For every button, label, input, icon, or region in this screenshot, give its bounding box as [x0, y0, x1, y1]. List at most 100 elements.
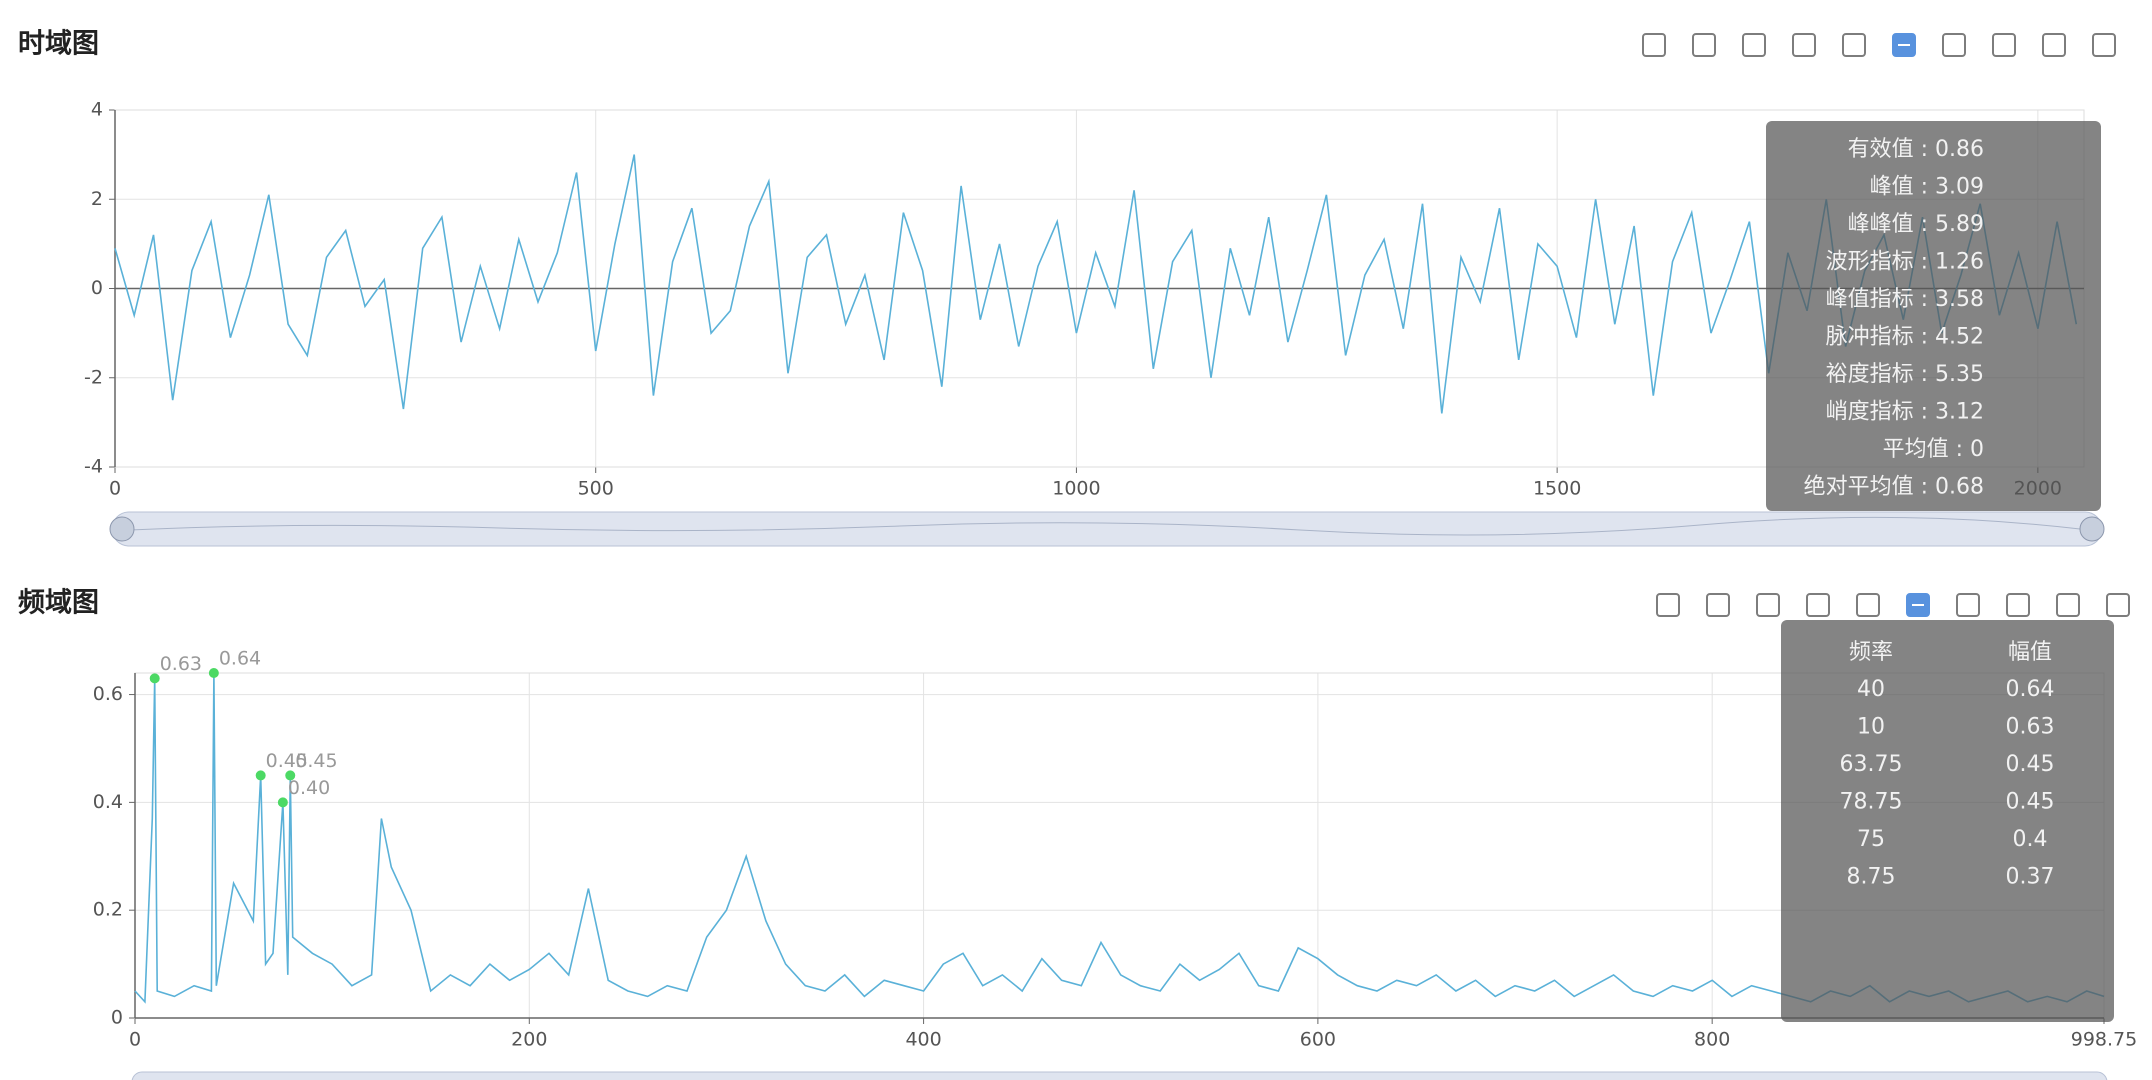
peak-label: 0.40	[288, 777, 330, 799]
toolbar-icon[interactable]	[1906, 593, 1930, 617]
peak-tooltip	[1781, 620, 2114, 1022]
table-cell: 10	[1857, 715, 1885, 740]
y-tick-label: 4	[91, 99, 103, 121]
peak-marker	[255, 770, 266, 781]
icon-shape	[1756, 593, 1780, 617]
toolbar-icon[interactable]	[1756, 593, 1780, 617]
toolbar-icon[interactable]	[2006, 593, 2030, 617]
icon-shape	[1806, 593, 1830, 617]
icon-shape	[2056, 593, 2080, 617]
toolbar-icon[interactable]	[2056, 593, 2080, 617]
toolbar-icon[interactable]	[1842, 33, 1866, 57]
icon-shape	[2092, 33, 2116, 57]
stat-row: 峭度指标 : 3.12	[1826, 400, 1984, 425]
y-tick-label: 2	[91, 188, 103, 210]
toolbar-icon[interactable]	[1742, 33, 1766, 57]
y-tick-label: 0.6	[93, 683, 123, 705]
data-zoom-slider[interactable]	[109, 511, 2105, 547]
x-tick-label: 600	[1300, 1029, 1336, 1051]
slider-handle[interactable]	[2079, 516, 2105, 542]
peak-marker	[285, 770, 296, 781]
series-line	[114, 154, 2078, 414]
peak-marker	[149, 673, 160, 684]
y-tick-label: 0	[111, 1007, 123, 1029]
toolbar-icon[interactable]	[1942, 33, 1966, 57]
stat-row: 绝对平均值 : 0.68	[1804, 475, 1984, 500]
slider-track[interactable]	[111, 511, 2103, 547]
slider-preview	[129, 516, 2081, 536]
toolbar-icon[interactable]	[1856, 593, 1880, 617]
table-cell: 0.4	[2013, 827, 2048, 852]
toolbar-icon[interactable]	[2092, 33, 2116, 57]
table-cell: 0.37	[2006, 865, 2055, 890]
icon-shape	[1742, 33, 1766, 57]
table-cell: 63.75	[1840, 752, 1903, 777]
x-tick-label: 998.75	[2071, 1029, 2137, 1051]
y-tick-label: 0	[91, 277, 103, 299]
stat-row: 脉冲指标 : 4.52	[1826, 325, 1984, 350]
icon-shape	[1692, 33, 1716, 57]
icon-shape	[1956, 593, 1980, 617]
stat-row: 裕度指标 : 5.35	[1826, 362, 1984, 387]
icon-shape	[1706, 593, 1730, 617]
stat-row: 峰峰值 : 5.89	[1848, 212, 1984, 237]
x-tick-label: 0	[129, 1029, 141, 1051]
icon-shape	[2042, 33, 2066, 57]
peak-marker	[208, 668, 219, 678]
toolbar-icon[interactable]	[1992, 33, 2016, 57]
stat-row: 峰值指标 : 3.58	[1826, 287, 1984, 312]
icon-shape	[1792, 33, 1816, 57]
icon-shape	[1642, 33, 1666, 57]
peak-label: 0.64	[219, 648, 261, 670]
icon-shape	[2006, 593, 2030, 617]
slider-handle[interactable]	[109, 516, 135, 542]
peak-label: 0.45	[295, 750, 337, 772]
table-header: 幅值	[2008, 640, 2052, 665]
y-tick-label: -4	[84, 456, 103, 478]
stats-tooltip	[1766, 121, 2101, 511]
icon-shape	[1656, 593, 1680, 617]
stat-row: 有效值 : 0.86	[1848, 137, 1984, 162]
peak-label: 0.45	[266, 750, 308, 772]
chart-title: 时域图	[18, 29, 99, 60]
table-cell: 8.75	[1847, 865, 1896, 890]
toolbar-icon[interactable]	[1892, 33, 1916, 57]
stat-row: 峰值 : 3.09	[1870, 175, 1984, 200]
x-tick-label: 800	[1694, 1029, 1730, 1051]
x-tick-label: 200	[511, 1029, 547, 1051]
table-cell: 0.45	[2006, 790, 2055, 815]
toolbar-icon[interactable]	[1692, 33, 1716, 57]
peak-marker	[277, 797, 288, 808]
toolbar-icon[interactable]	[1656, 593, 1680, 617]
y-tick-label: -2	[84, 366, 103, 388]
data-zoom-slider[interactable]	[131, 1071, 2108, 1080]
x-tick-label: 1500	[1533, 478, 1581, 500]
x-tick-label: 1000	[1052, 478, 1100, 500]
toolbar-icon[interactable]	[2042, 33, 2066, 57]
x-tick-label: 400	[905, 1029, 941, 1051]
toolbar-icon[interactable]	[1956, 593, 1980, 617]
stat-row: 波形指标 : 1.26	[1826, 250, 1984, 275]
toolbar-icon[interactable]	[1642, 33, 1666, 57]
icon-shape	[1992, 33, 2016, 57]
icon-shape	[1856, 593, 1880, 617]
table-header: 频率	[1849, 640, 1893, 665]
table-cell: 40	[1857, 677, 1885, 702]
y-tick-label: 0.2	[93, 899, 123, 921]
icon-shape	[1942, 33, 1966, 57]
x-tick-label: 500	[578, 478, 614, 500]
table-cell: 75	[1857, 827, 1885, 852]
table-cell: 0.45	[2006, 752, 2055, 777]
icon-shape	[2106, 593, 2130, 617]
toolbar-icon[interactable]	[1806, 593, 1830, 617]
toolbar-icon[interactable]	[1706, 593, 1730, 617]
table-cell: 0.64	[2006, 677, 2055, 702]
toolbar-icon[interactable]	[1792, 33, 1816, 57]
chart-title: 频域图	[18, 588, 99, 619]
y-tick-label: 0.4	[93, 791, 123, 813]
x-tick-label: 0	[109, 478, 121, 500]
toolbar-icon[interactable]	[2106, 593, 2130, 617]
stat-row: 平均值 : 0	[1883, 437, 1984, 462]
